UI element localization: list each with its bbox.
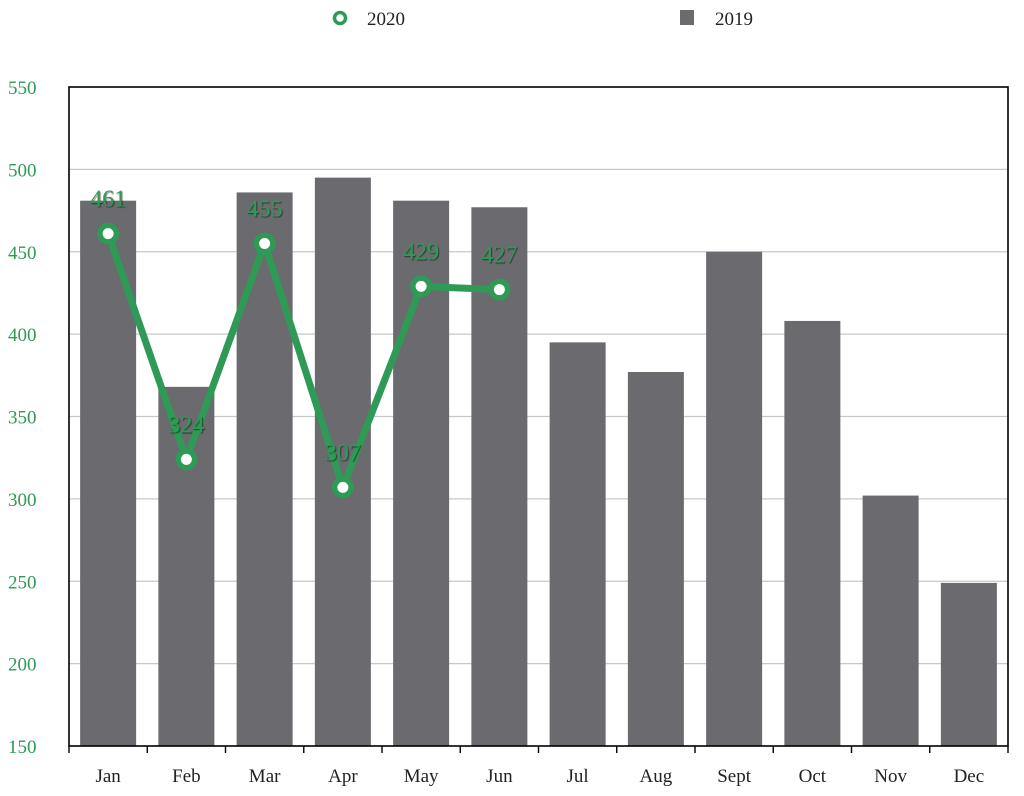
x-tick-label: Jul — [567, 766, 589, 787]
x-tick-label: Jun — [486, 766, 513, 787]
bar-nov — [862, 495, 919, 746]
legend-label-2019: 2019 — [715, 9, 753, 30]
point-center — [415, 280, 427, 292]
bar-sept — [706, 251, 763, 746]
bar-aug — [627, 372, 684, 746]
x-axis-ticks: Jan Feb Mar Apr May Jun Jul Aug Sept Oct Nov Dec — [68, 746, 1009, 787]
data-label-mar: 455 — [247, 197, 283, 223]
x-tick-label: Feb — [172, 766, 201, 787]
line-series: 461 324 455 307 429 427 — [90, 187, 517, 499]
bar-jul — [549, 342, 606, 746]
x-tick-label: Aug — [640, 766, 673, 787]
data-label-feb: 324 — [168, 412, 204, 438]
data-label-apr: 307 — [325, 440, 361, 466]
y-tick-label: 400 — [8, 325, 37, 346]
x-tick-label: Oct — [799, 766, 827, 787]
legend-item-2020: 2020 — [332, 9, 405, 30]
legend-label-2020: 2020 — [367, 9, 405, 30]
legend: 2020 2019 — [332, 9, 753, 30]
legend-item-2019: 2019 — [680, 9, 753, 30]
x-tick-label: Nov — [874, 766, 907, 787]
gridlines — [69, 168, 1008, 665]
bar-oct — [784, 320, 841, 746]
x-tick-label: May — [404, 766, 439, 787]
legend-marker-2020 — [332, 10, 348, 26]
x-tick-label: Dec — [954, 766, 985, 787]
bar-feb — [158, 386, 215, 746]
data-label-may: 429 — [403, 239, 439, 265]
y-tick-label: 250 — [8, 572, 37, 593]
x-tick-label: Apr — [328, 766, 358, 787]
y-tick-label: 450 — [8, 243, 37, 264]
x-tick-label: Jan — [95, 766, 121, 787]
point-center — [180, 453, 192, 465]
bar-mar — [236, 192, 293, 746]
y-tick-label: 200 — [8, 655, 37, 676]
data-label-jun: 427 — [481, 243, 517, 269]
y-axis-ticks: 150 200 250 300 350 400 450 500 550 — [8, 78, 37, 758]
bar-series — [80, 177, 997, 747]
y-tick-label: 300 — [8, 490, 37, 511]
bar-apr — [314, 177, 371, 747]
bar-dec — [940, 582, 997, 746]
point-center — [493, 284, 505, 296]
y-tick-label: 550 — [8, 78, 37, 99]
y-tick-label: 500 — [8, 160, 37, 181]
point-center — [337, 481, 349, 493]
point-center — [102, 228, 114, 240]
line-2020 — [104, 230, 503, 491]
x-tick-label: Sept — [717, 766, 752, 787]
legend-marker-2019 — [680, 10, 694, 25]
x-tick-label: Mar — [249, 766, 281, 787]
data-label-jan: 461 — [90, 187, 126, 213]
y-tick-label: 150 — [8, 737, 37, 758]
y-tick-label: 350 — [8, 408, 37, 429]
point-center — [259, 238, 271, 250]
